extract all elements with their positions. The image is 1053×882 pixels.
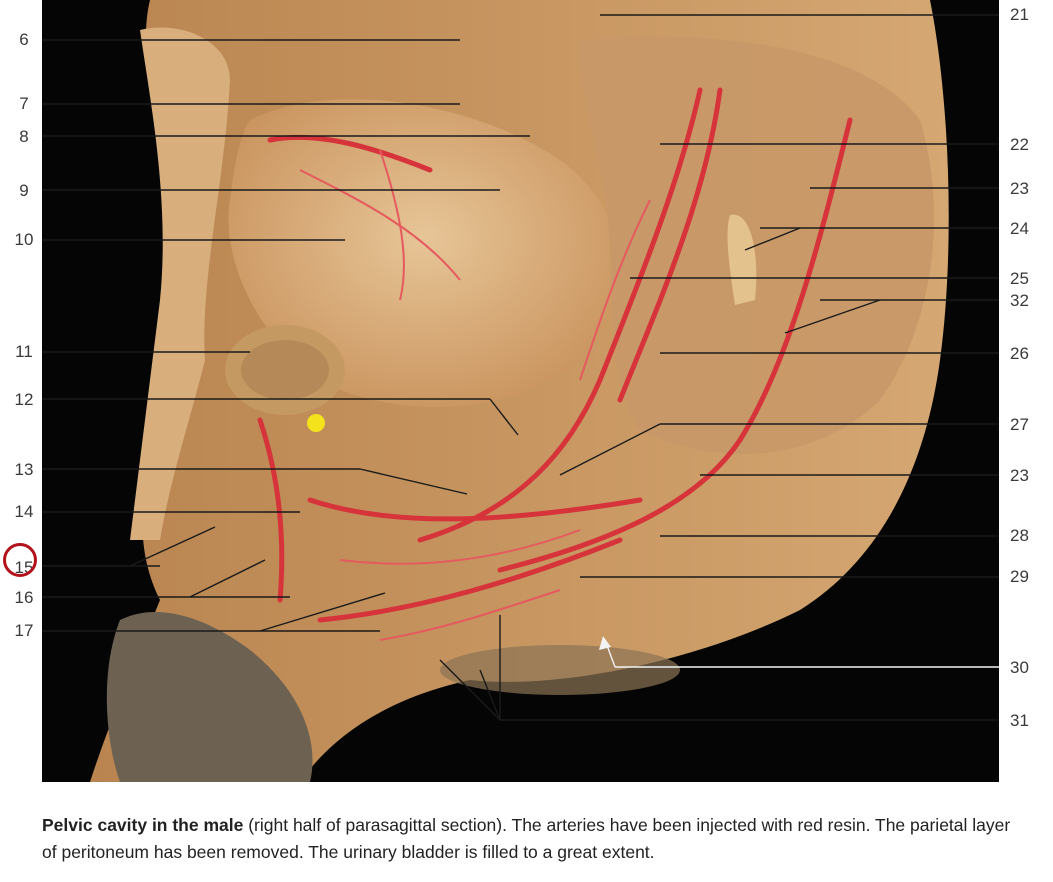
label-23-upper: 23 — [1010, 179, 1029, 198]
label-6: 6 — [19, 30, 29, 49]
label-11: 11 — [15, 342, 33, 361]
label-28: 28 — [1010, 526, 1029, 545]
label-31: 31 — [1010, 711, 1029, 730]
label-26: 26 — [1010, 344, 1029, 363]
label-21: 21 — [1010, 5, 1029, 24]
label-27: 27 — [1010, 415, 1029, 434]
figure-caption: Pelvic cavity in the male (right half of… — [42, 812, 1027, 866]
label-22: 22 — [1010, 135, 1029, 154]
label-12: 12 — [14, 390, 34, 409]
label-13: 13 — [14, 460, 34, 479]
label-25: 25 — [1010, 269, 1029, 288]
label-8: 8 — [19, 127, 29, 146]
label-24: 24 — [1010, 219, 1029, 238]
label-23-lower: 23 — [1010, 466, 1029, 485]
label-16: 16 — [14, 588, 34, 607]
caption-body: (right half of parasagittal section). Th… — [42, 815, 1011, 862]
label-17: 17 — [14, 621, 34, 640]
label-10: 10 — [14, 230, 34, 249]
label-30: 30 — [1010, 658, 1029, 677]
label-9: 9 — [19, 181, 29, 200]
label-32: 32 — [1010, 291, 1029, 310]
label-14: 14 — [14, 502, 34, 521]
highlight-circle-marker — [3, 543, 37, 577]
label-7: 7 — [19, 94, 29, 113]
label-29: 29 — [1010, 567, 1029, 586]
caption-title: Pelvic cavity in the male — [42, 815, 244, 835]
anatomy-photo — [42, 0, 999, 782]
